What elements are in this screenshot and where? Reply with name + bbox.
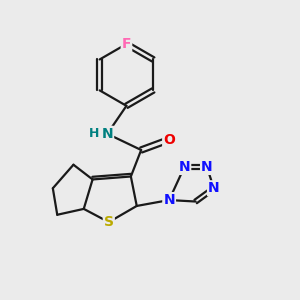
Text: N: N [201,160,213,174]
Text: N: N [208,181,220,195]
Text: N: N [178,160,190,174]
Text: O: O [163,133,175,147]
Text: F: F [122,37,131,51]
Text: N: N [163,193,175,207]
Text: H: H [89,127,99,140]
Text: S: S [104,215,114,229]
Text: N: N [101,127,113,141]
